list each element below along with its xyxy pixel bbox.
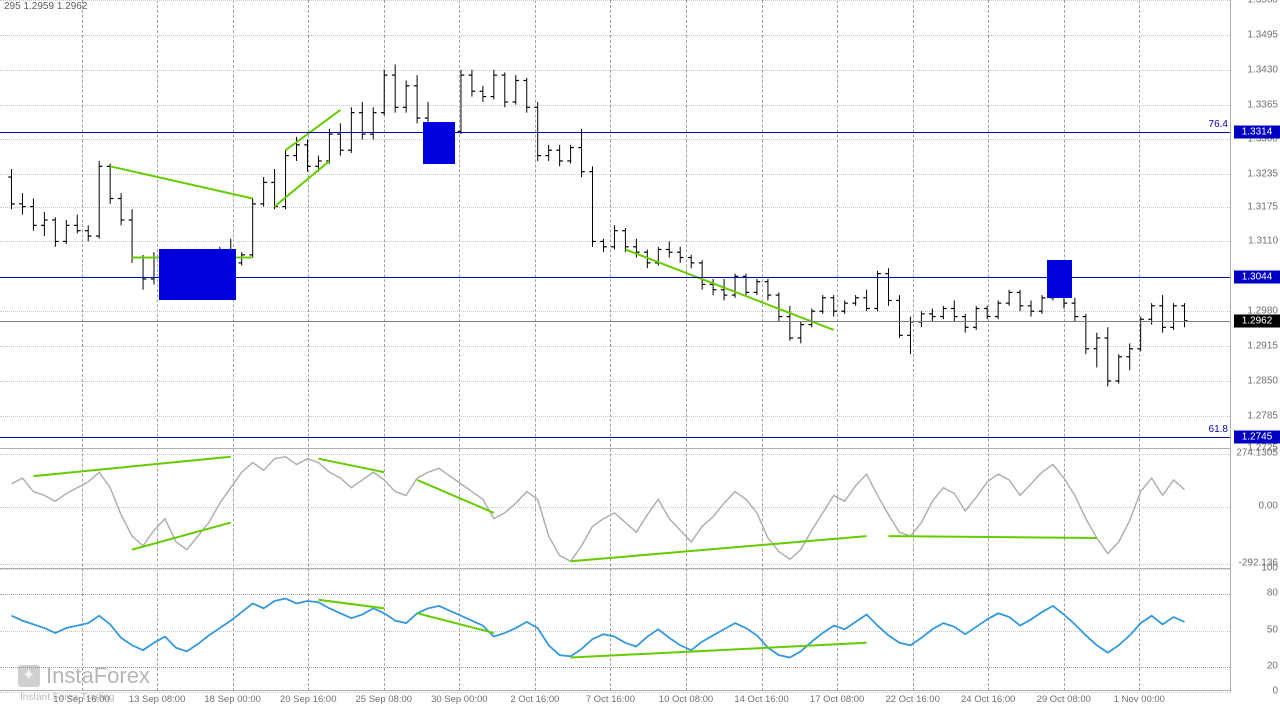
y-tick-label: 274.1305 xyxy=(1236,448,1278,459)
indicator1-yaxis: 274.13050.00-292.136 xyxy=(1232,448,1280,568)
y-tick-label: 1.2850 xyxy=(1247,375,1278,386)
current-price-line xyxy=(0,321,1230,322)
y-tick-label: 1.2785 xyxy=(1247,410,1278,421)
indicator2-yaxis: 0205080100 xyxy=(1232,568,1280,691)
watermark-text: InstaForex xyxy=(46,663,150,689)
x-tick-label: 18 Sep 00:00 xyxy=(204,694,261,705)
price-svg-layer xyxy=(0,0,1230,448)
indicator-trend-line xyxy=(571,536,867,561)
indicator-trend-line xyxy=(417,613,494,633)
x-tick-label: 1 Nov 00:00 xyxy=(1114,694,1165,705)
indicator-svg-layer xyxy=(0,449,1230,569)
indicator-trend-line xyxy=(889,536,1097,538)
x-tick-label: 29 Oct 08:00 xyxy=(1037,694,1091,705)
y-tick-label: 1.3495 xyxy=(1247,29,1278,40)
y-tick-label: 1.3560 xyxy=(1247,0,1278,6)
indicator-line xyxy=(11,599,1184,658)
x-tick-label: 7 Oct 16:00 xyxy=(586,694,635,705)
x-tick-label: 25 Sep 08:00 xyxy=(356,694,413,705)
x-tick-label: 17 Oct 08:00 xyxy=(810,694,864,705)
x-tick-label: 2 Oct 16:00 xyxy=(510,694,559,705)
x-tick-label: 13 Sep 08:00 xyxy=(129,694,186,705)
indicator-trend-line xyxy=(318,459,384,473)
y-tick-label: 100 xyxy=(1261,563,1278,574)
x-tick-label: 10 Oct 08:00 xyxy=(659,694,713,705)
y-tick-label: 50 xyxy=(1267,624,1278,635)
fib-line xyxy=(0,132,1230,133)
signal-box xyxy=(1047,260,1071,298)
trend-line xyxy=(275,161,330,207)
y-tick-label: 80 xyxy=(1267,587,1278,598)
y-tick-label: 0.00 xyxy=(1259,501,1278,512)
indicator2-panel[interactable] xyxy=(0,568,1231,692)
indicator1-panel[interactable] xyxy=(0,448,1231,569)
x-axis: 10 Sep 16:0013 Sep 08:0018 Sep 00:0020 S… xyxy=(0,690,1230,711)
x-tick-label: 20 Sep 16:00 xyxy=(280,694,337,705)
fib-label: 76.4 xyxy=(1209,119,1228,130)
trend-line xyxy=(286,110,341,150)
price-tag: 1.3044 xyxy=(1234,270,1280,283)
price-panel[interactable]: 76.4 61.8 xyxy=(0,0,1231,448)
y-tick-label: 1.3175 xyxy=(1247,201,1278,212)
indicator-line xyxy=(11,457,1184,562)
x-tick-label: 14 Oct 16:00 xyxy=(734,694,788,705)
x-tick-label: 22 Oct 16:00 xyxy=(885,694,939,705)
indicator-svg-layer xyxy=(0,569,1230,692)
indicator-trend-line xyxy=(571,643,867,658)
y-tick-label: 1.3365 xyxy=(1247,99,1278,110)
price-tag: 1.3314 xyxy=(1234,125,1280,138)
x-tick-label: 24 Oct 16:00 xyxy=(961,694,1015,705)
current-price-tag: 1.2962 xyxy=(1234,314,1280,327)
x-tick-label: 30 Sep 00:00 xyxy=(431,694,488,705)
trend-line xyxy=(110,166,253,198)
y-tick-label: 1.3430 xyxy=(1247,64,1278,75)
indicator-trend-line xyxy=(417,480,494,513)
watermark-tagline: Instant Forex Trading xyxy=(20,692,115,703)
indicator-trend-line xyxy=(33,457,230,476)
watermark-brand: InstaForex xyxy=(18,663,150,689)
signal-box xyxy=(159,249,236,300)
chart-container[interactable]: 76.461.8 1.35601.34951.34301.33651.33001… xyxy=(0,0,1280,711)
trend-line xyxy=(625,249,833,329)
y-tick-label: 0 xyxy=(1272,686,1278,697)
fib-label: 61.8 xyxy=(1209,424,1228,435)
ohlc-header: 295 1.2959 1.2962 xyxy=(4,1,87,12)
y-tick-label: 1.2915 xyxy=(1247,341,1278,352)
fib-line xyxy=(0,437,1230,438)
y-tick-label: 20 xyxy=(1267,661,1278,672)
price-yaxis: 1.35601.34951.34301.33651.33001.32351.31… xyxy=(1232,0,1280,448)
y-tick-label: 1.3235 xyxy=(1247,169,1278,180)
y-tick-label: 1.3110 xyxy=(1248,236,1278,247)
watermark-icon xyxy=(18,665,40,687)
price-tag: 1.2745 xyxy=(1234,431,1280,444)
signal-box xyxy=(423,122,456,164)
